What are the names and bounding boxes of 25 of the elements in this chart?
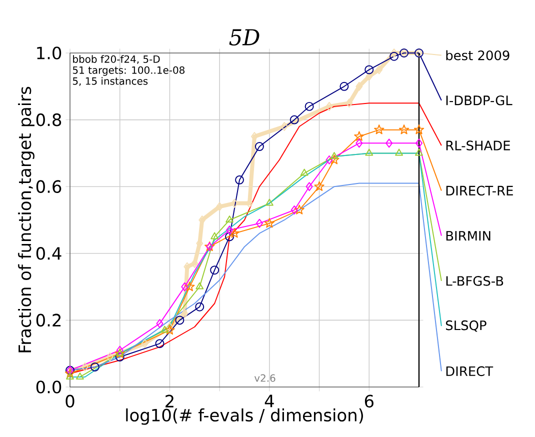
annotation: v2.6 [254, 374, 276, 382]
chart-title: 5D [229, 29, 260, 46]
text: L-BFGS-B [446, 276, 504, 286]
y-tick-label: 0.8 [36, 113, 62, 126]
y-tick-label: 0.4 [36, 246, 62, 260]
annotation: 5, 15 instances [72, 77, 148, 86]
y-tick-label: 0.0 [36, 380, 62, 394]
y-tick-label: 0.2 [36, 314, 61, 327]
x-tick-label: 2 [166, 394, 174, 408]
text: DIRECT [446, 366, 494, 376]
x-tick-label: 6 [364, 394, 374, 408]
legend-label: best 2009 [446, 50, 510, 60]
x-axis-title: log10(# f-evals / dimension) [126, 408, 363, 425]
text: RL-SHADE [446, 140, 510, 150]
x-tick-label: 0 [66, 394, 74, 408]
y-tick-label: 0.6 [36, 180, 62, 193]
y-axis-title: Fraction of function,target pairs [18, 86, 34, 352]
text: I-DBDP-GL [446, 95, 512, 106]
annotation: bbob f20-f24, 5-D [73, 55, 160, 64]
text: DIRECT-RE [446, 186, 513, 196]
annotation: 51 targets: 100..1e-08 [72, 66, 184, 76]
x-tick-label: 4 [264, 394, 274, 408]
text: BIRMIN [446, 231, 490, 241]
text: SLSQP [446, 320, 486, 332]
y-tick-label: 1.0 [37, 46, 62, 60]
